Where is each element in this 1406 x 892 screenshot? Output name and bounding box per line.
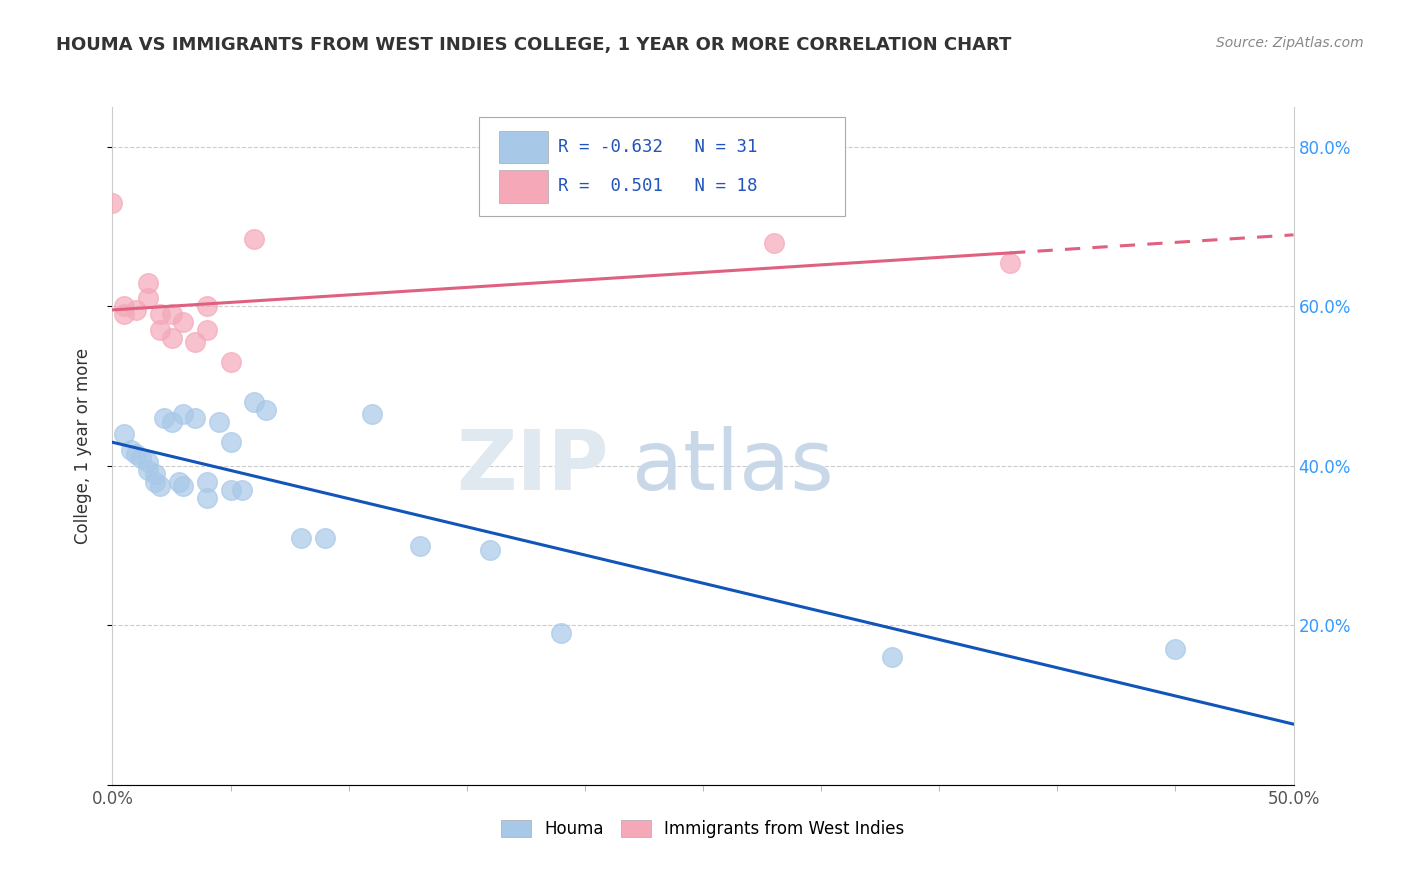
Point (998, 255, 1021, 269)
Point (160, 307, 183, 321)
Point (172, 315, 194, 329)
Point (160, 331, 183, 345)
Point (184, 335, 207, 350)
Point (136, 463, 159, 477)
Point (120, 442, 142, 457)
Point (243, 395, 266, 409)
Point (195, 323, 218, 337)
Point (153, 411, 176, 425)
Point (149, 307, 172, 321)
Point (762, 235, 785, 250)
Point (149, 323, 172, 337)
Text: HOUMA VS IMMIGRANTS FROM WEST INDIES COLLEGE, 1 YEAR OR MORE CORRELATION CHART: HOUMA VS IMMIGRANTS FROM WEST INDIES COL… (56, 36, 1011, 54)
Point (129, 450, 152, 465)
FancyBboxPatch shape (499, 170, 548, 202)
Point (112, 427, 135, 442)
Point (184, 411, 207, 425)
Point (254, 403, 277, 417)
Point (172, 407, 194, 421)
Point (1164, 642, 1187, 657)
Point (167, 475, 190, 489)
Point (112, 300, 135, 314)
Point (143, 475, 166, 489)
Point (136, 276, 159, 290)
FancyBboxPatch shape (499, 131, 548, 163)
Point (219, 355, 242, 369)
Point (550, 626, 572, 640)
Point (219, 435, 242, 450)
Point (112, 307, 135, 321)
Point (136, 292, 159, 306)
Point (172, 479, 194, 493)
Text: Source: ZipAtlas.com: Source: ZipAtlas.com (1216, 36, 1364, 50)
Point (125, 447, 148, 461)
Point (101, 195, 124, 210)
Point (219, 483, 242, 497)
Legend: Houma, Immigrants from West Indies: Houma, Immigrants from West Indies (495, 813, 911, 845)
Y-axis label: College, 1 year or more: College, 1 year or more (73, 348, 91, 544)
Point (208, 415, 231, 429)
Point (143, 467, 166, 481)
Text: atlas: atlas (633, 425, 834, 507)
Point (195, 300, 218, 314)
Point (880, 650, 903, 665)
Point (408, 539, 430, 553)
Point (195, 491, 218, 505)
Point (160, 415, 183, 429)
Text: R =  0.501   N = 18: R = 0.501 N = 18 (558, 178, 758, 195)
Text: R = -0.632   N = 31: R = -0.632 N = 31 (558, 138, 758, 156)
Point (361, 407, 384, 421)
Point (195, 475, 218, 489)
Point (243, 232, 266, 246)
Text: ZIP: ZIP (456, 425, 609, 507)
Point (136, 455, 159, 469)
FancyBboxPatch shape (478, 117, 845, 216)
Point (125, 303, 148, 318)
Point (479, 542, 502, 557)
Point (231, 483, 253, 497)
Point (314, 531, 336, 545)
Point (290, 531, 312, 545)
Point (149, 479, 172, 493)
